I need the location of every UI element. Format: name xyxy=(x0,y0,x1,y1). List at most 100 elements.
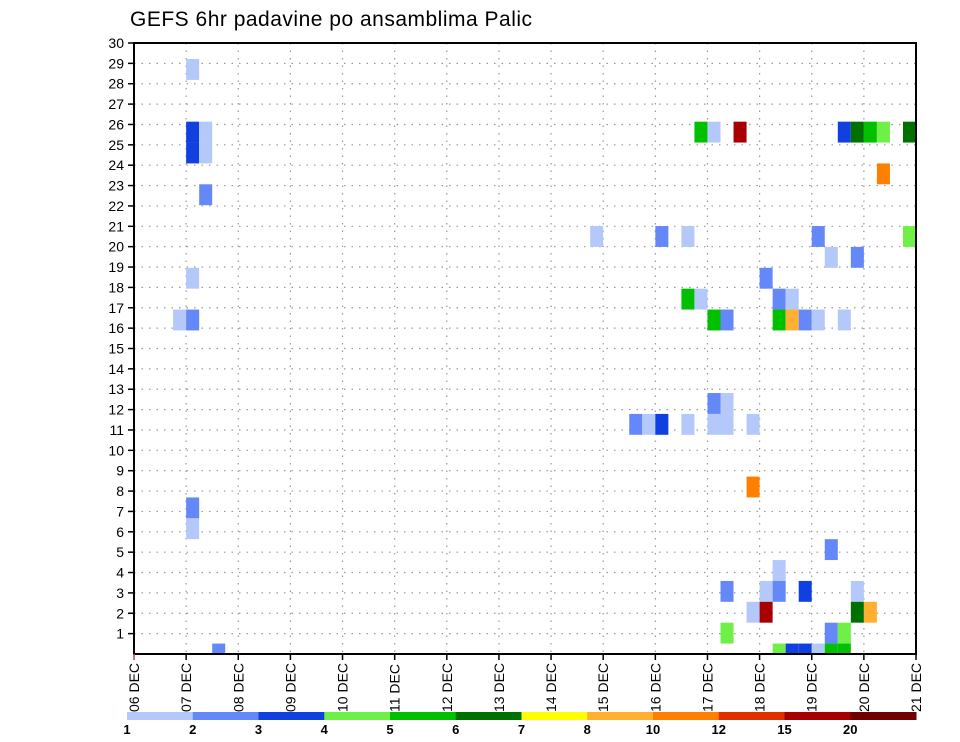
heatmap-cell xyxy=(186,518,200,540)
colorbar-label: 1 xyxy=(123,722,130,737)
heatmap-cell xyxy=(642,413,656,435)
heatmap-cell xyxy=(902,121,916,143)
heatmap-cell xyxy=(733,121,747,143)
y-tick-label: 23 xyxy=(108,178,124,194)
colorbar-label: 5 xyxy=(386,722,393,737)
heatmap-cell xyxy=(655,226,669,247)
heatmap-cells xyxy=(173,59,916,654)
heatmap-cell xyxy=(798,643,812,654)
heatmap-cell xyxy=(824,246,838,268)
heatmap-cell xyxy=(186,121,200,143)
colorbar-label: 15 xyxy=(777,722,791,737)
heatmap-cell xyxy=(186,142,200,164)
heatmap-cell xyxy=(902,226,916,247)
heatmap-cell xyxy=(785,288,799,310)
y-tick-label: 19 xyxy=(108,259,124,275)
heatmap-cell xyxy=(759,601,773,623)
x-tick-label: 13 DEC xyxy=(491,663,507,712)
heatmap-cell xyxy=(186,497,200,519)
x-tick-label: 14 DEC xyxy=(543,663,559,712)
y-tick-label: 25 xyxy=(108,137,124,153)
x-tick-label: 08 DEC xyxy=(230,663,246,712)
heatmap-cell xyxy=(746,476,760,498)
heatmap-cell xyxy=(707,121,721,143)
colorbar-label: 8 xyxy=(584,722,591,737)
heatmap-cell xyxy=(199,184,213,206)
y-tick-label: 3 xyxy=(116,585,124,601)
y-tick-label: 2 xyxy=(116,605,124,621)
heatmap-cell xyxy=(824,643,838,654)
y-tick-label: 13 xyxy=(108,381,124,397)
colorbar-swatch xyxy=(258,712,325,720)
heatmap-cell xyxy=(746,413,760,435)
heatmap-cell xyxy=(850,121,864,143)
heatmap-cell xyxy=(837,622,851,644)
heatmap-cell xyxy=(863,601,877,623)
y-tick-label: 7 xyxy=(116,503,124,519)
heatmap-cell xyxy=(759,580,773,602)
y-tick-label: 8 xyxy=(116,483,124,499)
x-tick-label: 18 DEC xyxy=(752,663,768,712)
y-tick-label: 10 xyxy=(108,442,124,458)
heatmap-cell xyxy=(720,413,734,435)
y-tick-label: 22 xyxy=(108,198,124,214)
heatmap-cell xyxy=(655,413,669,435)
y-tick-label: 29 xyxy=(108,55,124,71)
heatmap-cell xyxy=(785,309,799,331)
heatmap-cell xyxy=(720,309,734,331)
y-tick-label: 12 xyxy=(108,402,124,418)
y-tick-label: 4 xyxy=(116,565,124,581)
heatmap-cell xyxy=(811,309,825,331)
y-tick-label: 9 xyxy=(116,463,124,479)
grid-lines xyxy=(134,43,916,654)
colorbar-label: 6 xyxy=(452,722,459,737)
heatmap-cell xyxy=(772,560,786,581)
y-tick-label: 30 xyxy=(108,35,124,51)
heatmap-cell xyxy=(824,539,838,561)
colorbar-label: 4 xyxy=(321,722,329,737)
x-tick-label: 17 DEC xyxy=(699,663,715,712)
heatmap-cell xyxy=(720,393,734,414)
heatmap-cell xyxy=(811,226,825,247)
heatmap-cell xyxy=(772,309,786,331)
colorbar-swatch xyxy=(192,712,259,720)
heatmap-cell xyxy=(837,643,851,654)
heatmap-cell xyxy=(186,59,200,80)
colorbar-swatch xyxy=(521,712,588,720)
x-tick-label: 11 DEC xyxy=(387,664,403,712)
heatmap-cell xyxy=(186,267,200,289)
heatmap-cell xyxy=(199,142,213,164)
x-tick-label: 06 DEC xyxy=(126,663,142,712)
colorbar-swatch xyxy=(850,712,917,720)
colorbar-label: 12 xyxy=(712,722,726,737)
x-tick-label: 15 DEC xyxy=(595,663,611,712)
heatmap-cell xyxy=(720,580,734,602)
heatmap-cell xyxy=(837,309,851,331)
y-tick-label: 17 xyxy=(108,300,124,316)
colorbar-label: 3 xyxy=(255,722,262,737)
heatmap-cell xyxy=(824,622,838,644)
heatmap-cell xyxy=(850,580,864,602)
heatmap-cell xyxy=(681,226,695,247)
heatmap-cell xyxy=(876,121,890,143)
heatmap-cell xyxy=(720,622,734,644)
y-tick-label: 20 xyxy=(108,239,124,255)
heatmap-cell xyxy=(772,643,786,654)
y-tick-label: 1 xyxy=(116,626,124,642)
heatmap-cell xyxy=(746,601,760,623)
y-tick-label: 6 xyxy=(116,524,124,540)
y-tick-label: 21 xyxy=(108,218,124,234)
x-axis: 06 DEC 07 DEC 08 DEC 09 DEC 10 DEC 11 DEC 12 D… xyxy=(126,654,924,712)
heatmap-cell xyxy=(863,121,877,143)
colorbar-swatch xyxy=(324,712,391,720)
colorbar-label: 7 xyxy=(518,722,525,737)
heatmap-cell xyxy=(199,121,213,143)
y-tick-label: 5 xyxy=(116,544,124,560)
heatmap-cell xyxy=(173,309,187,331)
colorbar-label: 2 xyxy=(189,722,196,737)
colorbar-swatch xyxy=(718,712,785,720)
x-tick-label: 21 DEC xyxy=(908,663,924,712)
heatmap-cell xyxy=(212,643,226,654)
y-tick-label: 27 xyxy=(108,96,124,112)
y-tick-label: 18 xyxy=(108,279,124,295)
